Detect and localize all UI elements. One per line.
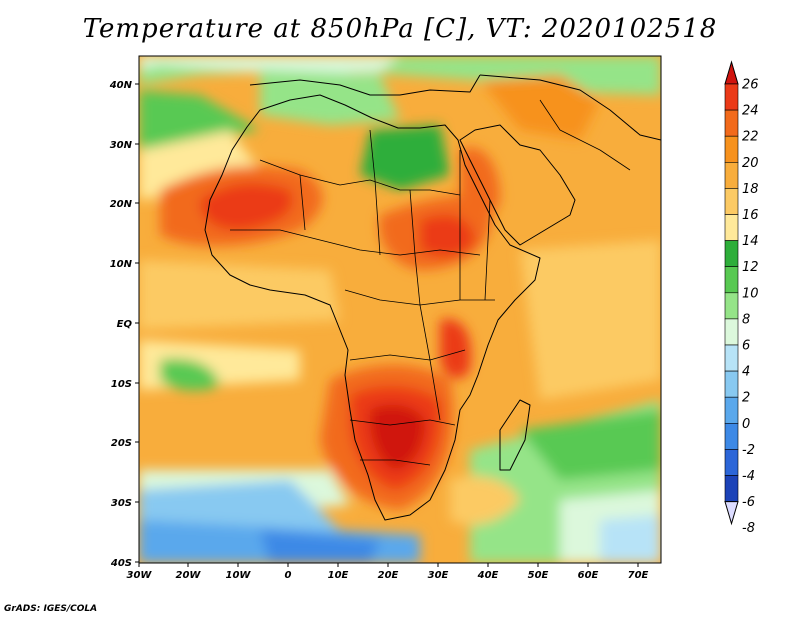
lon-label: 30E [428,570,449,581]
colorbar-swatch [724,266,739,294]
lat-label: 20N [110,199,133,210]
lat-label: EQ [117,319,133,330]
lon-label: 10W [226,570,252,581]
colorbar-swatch [724,83,739,111]
colorbar-swatch [724,162,739,189]
colorbar-label: 8 [742,312,750,327]
colorbar-label: 6 [742,339,750,354]
colorbar-swatch [724,422,739,450]
colorbar-label: -4 [742,469,755,484]
lon-label: 10E [328,570,349,581]
colorbar-label: 4 [742,365,750,380]
colorbar-label: -2 [742,443,755,458]
lat-label: 40N [109,80,133,91]
lat-label: 10S [111,379,132,390]
colorbar-swatch [724,396,739,424]
map-frame [138,55,662,564]
colorbar-label: 12 [742,260,759,275]
colorbar-label: 10 [742,286,759,301]
colorbar-swatch [724,240,739,268]
colorbar-label: 18 [742,182,759,197]
lat-label: 30N [110,140,133,151]
colorbar-label: 22 [742,130,759,145]
colorbar-swatch [724,344,739,372]
colorbar-label: -8 [742,521,755,536]
colorbar-label: 26 [742,78,759,93]
lat-label: 20S [111,438,132,449]
colorbar-swatch [724,318,739,346]
lat-label: 30S [111,498,132,509]
colorbar-cap-bottom [724,501,739,526]
grads-credit: GrADS: IGES/COLA [4,604,98,614]
colorbar-cap-top [724,60,739,85]
lon-label: 0 [285,570,292,581]
longitude-labels: 30W 20W 10W 0 10E 20E 30E 40E 50E 60E 70… [127,570,649,581]
lon-label: 20W [176,570,202,581]
colorbar-swatch [724,449,739,476]
colorbar-label: 16 [742,208,759,223]
lon-label: 40E [477,570,499,581]
colorbar-swatch [724,109,739,137]
temperature-field [139,56,661,563]
lon-label: 30W [127,570,153,581]
lat-label: 10N [110,259,133,270]
lat-label: 40S [110,558,132,569]
tick-marks [135,83,639,567]
lon-label: 70E [628,570,649,581]
colorbar-label: 2 [742,391,750,406]
latitude-labels: 40N 30N 20N 10N EQ 10S 20S 30S 40S [109,80,133,569]
colorbar-swatch [724,370,739,398]
colorbar-label: 20 [742,156,759,171]
colorbar-swatch [724,188,739,215]
chart-title: Temperature at 850hPa [C], VT: 202010251… [82,14,718,44]
colorbar-label: -6 [742,495,755,510]
colorbar-swatch [724,214,739,241]
colorbar-label: 14 [742,234,759,249]
lon-label: 60E [578,570,599,581]
lon-label: 20E [378,570,399,581]
colorbar-swatch [724,292,739,320]
colorbar-label: 0 [742,417,750,432]
lon-label: 50E [528,570,549,581]
colorbar-swatch [724,475,739,502]
colorbar-label: 24 [742,104,759,119]
coastlines [204,74,661,521]
colorbar-swatch [724,135,739,163]
